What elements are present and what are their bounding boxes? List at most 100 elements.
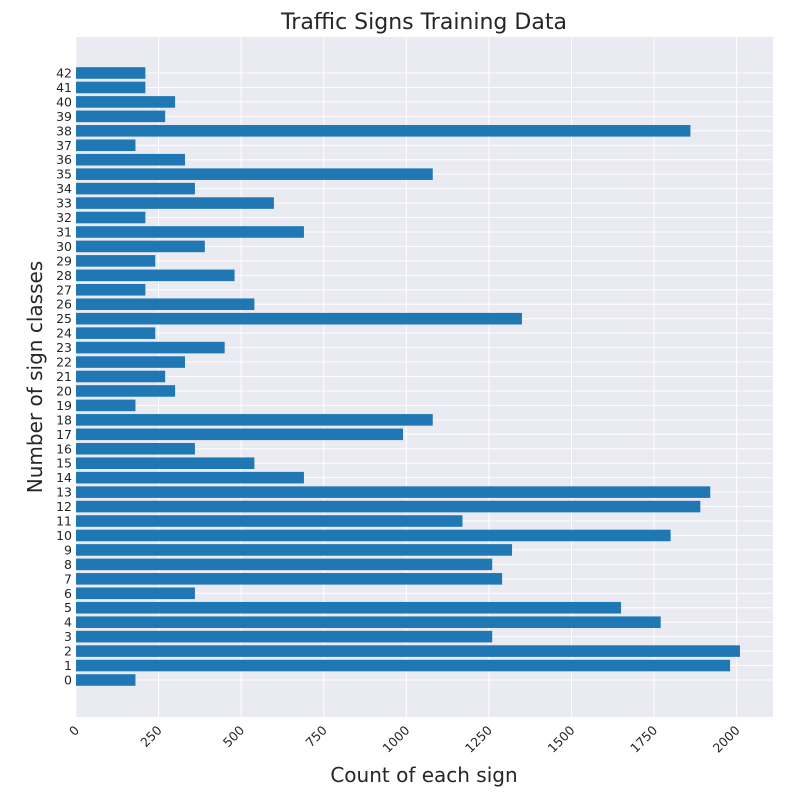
y-tick-label: 3 bbox=[64, 629, 72, 644]
y-tick-label: 15 bbox=[56, 456, 72, 471]
y-tick-label: 18 bbox=[56, 412, 72, 427]
y-tick-label: 38 bbox=[56, 123, 72, 138]
y-tick-label: 31 bbox=[56, 224, 72, 239]
y-tick-label: 40 bbox=[56, 94, 72, 109]
y-tick-label: 22 bbox=[56, 355, 72, 370]
y-tick-label: 8 bbox=[64, 557, 72, 572]
bar-class-42 bbox=[76, 67, 146, 79]
bar-class-0 bbox=[76, 674, 136, 686]
y-tick-label: 0 bbox=[64, 673, 72, 688]
bar-class-29 bbox=[76, 255, 156, 267]
bar-class-15 bbox=[76, 457, 255, 469]
bar-class-8 bbox=[76, 558, 493, 571]
y-tick-label: 4 bbox=[64, 615, 72, 630]
bar-class-18 bbox=[76, 414, 433, 426]
bar-class-24 bbox=[76, 327, 156, 339]
x-tick-label: 250 bbox=[137, 722, 165, 750]
bar-class-26 bbox=[76, 298, 255, 311]
bar-class-40 bbox=[76, 96, 176, 108]
bar-class-19 bbox=[76, 399, 136, 412]
y-tick-label: 9 bbox=[64, 542, 72, 557]
bar-class-20 bbox=[76, 385, 176, 397]
y-tick-label: 26 bbox=[56, 297, 72, 312]
bar-class-6 bbox=[76, 587, 195, 600]
y-tick-label: 2 bbox=[64, 644, 72, 659]
y-tick-label: 14 bbox=[56, 470, 72, 485]
bar-class-39 bbox=[76, 110, 166, 123]
bar-class-14 bbox=[76, 471, 304, 484]
bar-class-7 bbox=[76, 573, 503, 585]
bar-class-16 bbox=[76, 442, 195, 455]
x-tick-label: 2000 bbox=[710, 722, 743, 755]
bar-class-37 bbox=[76, 139, 136, 152]
y-tick-label: 29 bbox=[56, 253, 72, 268]
bar-class-33 bbox=[76, 197, 274, 209]
y-tick-label: 16 bbox=[56, 441, 72, 456]
y-tick-labels: 0123456789101112131415161718192021222324… bbox=[56, 66, 72, 688]
y-tick-label: 35 bbox=[56, 167, 72, 182]
y-tick-label: 21 bbox=[56, 369, 72, 384]
y-tick-label: 30 bbox=[56, 239, 72, 254]
bar-class-4 bbox=[76, 616, 661, 628]
y-tick-label: 17 bbox=[56, 427, 72, 442]
bar-class-2 bbox=[76, 645, 740, 657]
y-axis-label: Number of sign classes bbox=[23, 261, 47, 493]
bar-class-41 bbox=[76, 81, 146, 94]
y-tick-label: 28 bbox=[56, 268, 72, 283]
bar-class-3 bbox=[76, 630, 493, 643]
bar-class-17 bbox=[76, 428, 404, 441]
y-tick-label: 33 bbox=[56, 196, 72, 211]
y-tick-label: 6 bbox=[64, 586, 72, 601]
bar-class-22 bbox=[76, 356, 186, 368]
y-tick-label: 36 bbox=[56, 152, 72, 167]
y-tick-label: 19 bbox=[56, 398, 72, 413]
y-tick-label: 32 bbox=[56, 210, 72, 225]
y-tick-label: 41 bbox=[56, 80, 72, 95]
bar-class-23 bbox=[76, 341, 225, 354]
y-tick-label: 23 bbox=[56, 340, 72, 355]
y-tick-label: 1 bbox=[64, 658, 72, 673]
bar-class-31 bbox=[76, 226, 304, 238]
bar-class-35 bbox=[76, 168, 433, 180]
y-tick-label: 5 bbox=[64, 600, 72, 615]
bar-class-27 bbox=[76, 284, 146, 296]
x-tick-label: 1500 bbox=[545, 722, 578, 755]
x-tick-label: 1000 bbox=[379, 722, 412, 755]
x-axis-label: Count of each sign bbox=[330, 763, 517, 787]
x-tick-label: 0 bbox=[66, 722, 82, 738]
bar-class-32 bbox=[76, 211, 146, 224]
bars bbox=[76, 67, 740, 686]
bar-class-21 bbox=[76, 370, 166, 383]
y-tick-label: 11 bbox=[56, 514, 72, 529]
y-tick-label: 24 bbox=[56, 326, 72, 341]
y-tick-label: 20 bbox=[56, 383, 72, 398]
bar-class-25 bbox=[76, 312, 522, 325]
x-tick-labels: 0 250 500 750 1000 1250 1500 1750 2000 bbox=[66, 722, 743, 755]
bar-class-10 bbox=[76, 529, 671, 542]
y-tick-label: 7 bbox=[64, 571, 72, 586]
bar-class-36 bbox=[76, 153, 186, 166]
bar-class-30 bbox=[76, 240, 205, 253]
y-tick-label: 39 bbox=[56, 109, 72, 124]
bar-class-28 bbox=[76, 269, 235, 282]
bar-class-34 bbox=[76, 182, 195, 195]
bar-class-38 bbox=[76, 125, 691, 137]
y-tick-label: 42 bbox=[56, 66, 72, 81]
x-tick-label: 1250 bbox=[462, 722, 495, 755]
bar-class-11 bbox=[76, 515, 463, 527]
y-tick-label: 25 bbox=[56, 311, 72, 326]
bar-class-9 bbox=[76, 544, 513, 556]
bar-class-1 bbox=[76, 659, 731, 672]
x-tick-label: 1750 bbox=[627, 722, 660, 755]
x-tick-label: 500 bbox=[220, 722, 248, 750]
y-tick-label: 27 bbox=[56, 282, 72, 297]
bar-class-13 bbox=[76, 486, 711, 498]
x-tick-label: 750 bbox=[302, 722, 330, 750]
chart-title: Traffic Signs Training Data bbox=[280, 10, 567, 35]
y-tick-label: 34 bbox=[56, 181, 72, 196]
bar-class-12 bbox=[76, 500, 701, 513]
y-tick-label: 12 bbox=[56, 499, 72, 514]
y-tick-label: 10 bbox=[56, 528, 72, 543]
y-tick-label: 37 bbox=[56, 138, 72, 153]
